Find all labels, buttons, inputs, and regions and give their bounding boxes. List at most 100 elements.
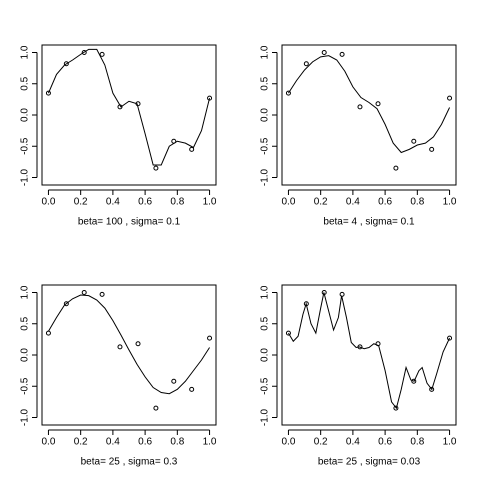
x-tick-label: 0.2 (314, 437, 328, 448)
panel: 0.0 0.2 0.4 0.6 0.8 1.0 -1.0 -0.5 0.0 0.5 1.0 beta=… (260, 44, 457, 228)
panel: 0.0 0.2 0.4 0.6 0.8 1.0 -1.0 -0.5 0.0 0.5 1.0 beta=… (20, 284, 217, 468)
x-tick-label: 1.0 (443, 437, 457, 448)
x-tick-label: 0.0 (281, 197, 295, 208)
data-point (117, 344, 123, 350)
panel: 0.0 0.2 0.4 0.6 0.8 1.0 -1.0 -0.5 0.0 0.5 1.0 beta=… (20, 44, 217, 228)
x-tick-label: 0.6 (378, 437, 392, 448)
y-tick-label: -0.5 (260, 377, 271, 395)
y-tick-label: -1.0 (260, 168, 271, 186)
data-point (393, 165, 399, 171)
data-point (171, 138, 177, 144)
data-point (321, 50, 327, 55)
y-tick-label: -1.0 (20, 168, 31, 186)
x-axis-label: beta= 4 , sigma= 0.1 (323, 217, 415, 228)
y-tick-label: 0.5 (260, 76, 271, 90)
plot-box (41, 284, 217, 426)
fit-curve (288, 292, 451, 410)
y-tick-label: 0.0 (20, 108, 31, 122)
y-tick-label: 0.5 (260, 316, 271, 330)
x-tick-label: 0.4 (106, 197, 120, 208)
x-tick-label: 0.8 (410, 437, 424, 448)
data-point (285, 330, 291, 336)
data-point (45, 90, 51, 96)
x-tick-label: 0.2 (74, 437, 88, 448)
fit-curve (47, 48, 211, 166)
x-tick-label: 0.6 (138, 197, 152, 208)
data-point (135, 101, 141, 107)
data-point (339, 291, 345, 297)
data-point (429, 146, 435, 152)
fit-curve (288, 55, 451, 154)
data-point (375, 341, 381, 347)
data-point (411, 138, 417, 144)
data-point (171, 378, 177, 384)
data-point (207, 95, 213, 101)
data-point (99, 291, 105, 297)
data-point (63, 301, 69, 307)
y-tick-label: 1.0 (260, 285, 271, 299)
data-point (189, 386, 195, 392)
x-tick-label: 1.0 (443, 197, 457, 208)
data-point (303, 301, 309, 307)
data-point (99, 51, 105, 57)
x-tick-label: 0.4 (346, 437, 360, 448)
plot-box (281, 284, 457, 426)
data-point (45, 330, 51, 336)
y-tick-label: -0.5 (20, 137, 31, 155)
x-tick-label: 0.2 (74, 197, 88, 208)
data-point (447, 95, 453, 101)
y-tick-label: 1.0 (20, 45, 31, 59)
y-tick-label: -0.5 (260, 137, 271, 155)
data-point (429, 386, 435, 392)
data-point (339, 51, 345, 57)
x-tick-label: 0.4 (346, 197, 360, 208)
panel: 0.0 0.2 0.4 0.6 0.8 1.0 -1.0 -0.5 0.0 0.5 1.0 beta=… (260, 284, 457, 468)
x-tick-label: 0.0 (281, 437, 295, 448)
plot-box (41, 44, 217, 186)
y-tick-label: 0.0 (260, 348, 271, 362)
y-tick-label: -1.0 (20, 408, 31, 426)
data-point (321, 290, 327, 295)
y-tick-label: 0.0 (20, 348, 31, 362)
data-point (447, 335, 453, 341)
y-tick-label: 1.0 (20, 285, 31, 299)
plot-box (281, 44, 457, 186)
x-tick-label: 0.8 (170, 437, 184, 448)
data-point (207, 335, 213, 341)
x-tick-label: 0.4 (106, 437, 120, 448)
x-tick-label: 0.8 (410, 197, 424, 208)
y-tick-label: 1.0 (260, 45, 271, 59)
x-tick-label: 0.0 (41, 437, 55, 448)
y-tick-label: 0.5 (20, 316, 31, 330)
x-tick-label: 0.8 (170, 197, 184, 208)
data-point (81, 50, 87, 55)
x-axis-label: beta= 25 , sigma= 0.3 (81, 457, 178, 468)
data-point (63, 61, 69, 67)
data-point (303, 61, 309, 67)
x-tick-label: 1.0 (203, 197, 217, 208)
data-point (153, 165, 159, 171)
y-tick-label: 0.0 (260, 108, 271, 122)
x-tick-label: 0.6 (138, 437, 152, 448)
data-point (285, 90, 291, 96)
data-point (153, 405, 159, 411)
x-tick-label: 0.2 (314, 197, 328, 208)
y-tick-label: -1.0 (260, 408, 271, 426)
x-tick-label: 0.0 (41, 197, 55, 208)
y-tick-label: 0.5 (20, 76, 31, 90)
x-axis-label: beta= 25 , sigma= 0.03 (318, 457, 421, 468)
data-point (357, 104, 363, 110)
data-point (135, 341, 141, 347)
data-point (117, 104, 123, 110)
x-axis-label: beta= 100 , sigma= 0.1 (78, 217, 181, 228)
fit-curve (48, 294, 210, 395)
data-point (393, 405, 399, 411)
data-point (189, 146, 195, 152)
x-tick-label: 1.0 (203, 437, 217, 448)
y-tick-label: -0.5 (20, 377, 31, 395)
data-point (375, 101, 381, 107)
data-point (357, 344, 363, 350)
data-point (81, 290, 87, 295)
x-tick-label: 0.6 (378, 197, 392, 208)
